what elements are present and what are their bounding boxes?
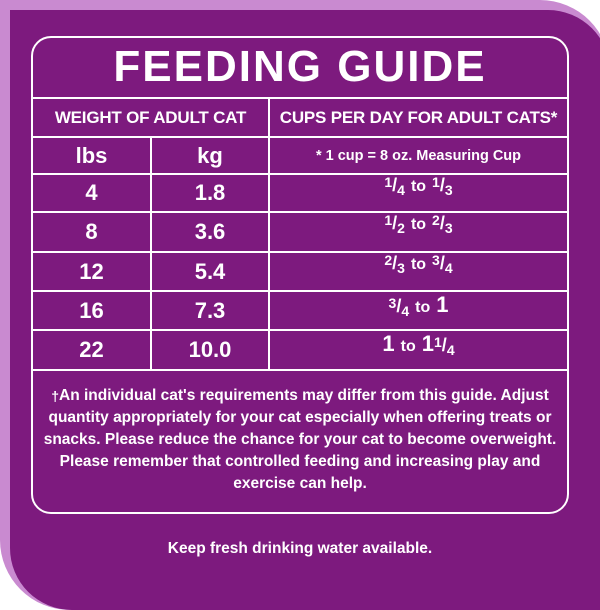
- water-reminder: Keep fresh drinking water available.: [167, 540, 433, 557]
- note-text: An individual cat's requirements may dif…: [43, 387, 557, 492]
- table-divider: [31, 329, 569, 331]
- cell-lbs: 4: [85, 180, 98, 205]
- table-divider: [31, 211, 569, 213]
- fraction: 2/3: [432, 211, 453, 237]
- table-divider: [31, 369, 569, 371]
- cups-from: 1/2: [384, 213, 405, 235]
- fraction: 1/4: [434, 333, 455, 359]
- cups-to: 2/3: [432, 213, 453, 235]
- cell-cups: 1/2 to 2/3: [270, 213, 567, 251]
- cell-cups: 1 to 1 1/4: [270, 331, 567, 369]
- measuring-cup-note: * 1 cup = 8 oz. Measuring Cup: [315, 147, 522, 164]
- cell-kg: 5.4: [194, 258, 226, 284]
- cell-kg: 3.6: [194, 219, 226, 244]
- column-divider: [150, 136, 152, 371]
- cell-lbs: 22: [79, 337, 104, 362]
- cups-from: 1/4: [384, 175, 405, 197]
- header-cups: CUPS PER DAY FOR ADULT CATS*: [279, 107, 558, 127]
- cell-lbs: 12: [79, 258, 104, 284]
- cell-kg: 1.8: [194, 180, 226, 205]
- dagger-mark: †: [51, 388, 60, 404]
- subheader-kg: kg: [197, 142, 223, 168]
- feeding-note: †An individual cat's requirements may di…: [40, 385, 560, 495]
- page-title: FEEDING GUIDE: [113, 42, 487, 91]
- to-word: to: [410, 256, 427, 273]
- subheader-lbs: lbs: [75, 142, 108, 168]
- table-divider: [31, 173, 569, 175]
- cups-from: 1: [382, 331, 394, 357]
- fraction: 3/4: [432, 251, 453, 277]
- table-divider: [31, 290, 569, 292]
- cell-cups: 3/4 to 1: [270, 292, 567, 329]
- feeding-table: [31, 36, 569, 514]
- cups-from: 2/3: [384, 253, 405, 275]
- cups-to: 1: [436, 292, 448, 318]
- cups-from: 3/4: [389, 296, 410, 318]
- whole-number: 1: [421, 331, 434, 356]
- cell-kg: 10.0: [188, 337, 232, 362]
- panel-background: [10, 10, 600, 610]
- cups-to: 3/4: [432, 253, 453, 275]
- table-divider: [31, 251, 569, 253]
- header-weight: WEIGHT OF ADULT CAT: [54, 107, 247, 127]
- cell-kg: 7.3: [194, 297, 226, 323]
- cups-to: 1/3: [432, 175, 453, 197]
- table-divider: [31, 136, 569, 138]
- cell-cups: 2/3 to 3/4: [270, 253, 567, 290]
- to-word: to: [410, 216, 427, 233]
- cell-lbs: 16: [79, 297, 104, 323]
- whole-number: 1: [382, 331, 395, 356]
- cups-to: 1 1/4: [422, 331, 455, 357]
- fraction: 1/3: [432, 173, 453, 199]
- whole-number: 1: [436, 292, 449, 317]
- to-word: to: [410, 178, 427, 195]
- to-word: to: [415, 299, 431, 316]
- fraction: 3/4: [388, 294, 410, 320]
- table-divider: [31, 97, 569, 99]
- cell-lbs: 8: [85, 219, 98, 244]
- fraction: 2/3: [384, 251, 405, 277]
- column-divider: [268, 97, 270, 371]
- cell-cups: 1/4 to 1/3: [270, 175, 567, 211]
- fraction: 1/2: [384, 211, 405, 237]
- to-word: to: [400, 338, 416, 355]
- fraction: 1/4: [384, 173, 405, 199]
